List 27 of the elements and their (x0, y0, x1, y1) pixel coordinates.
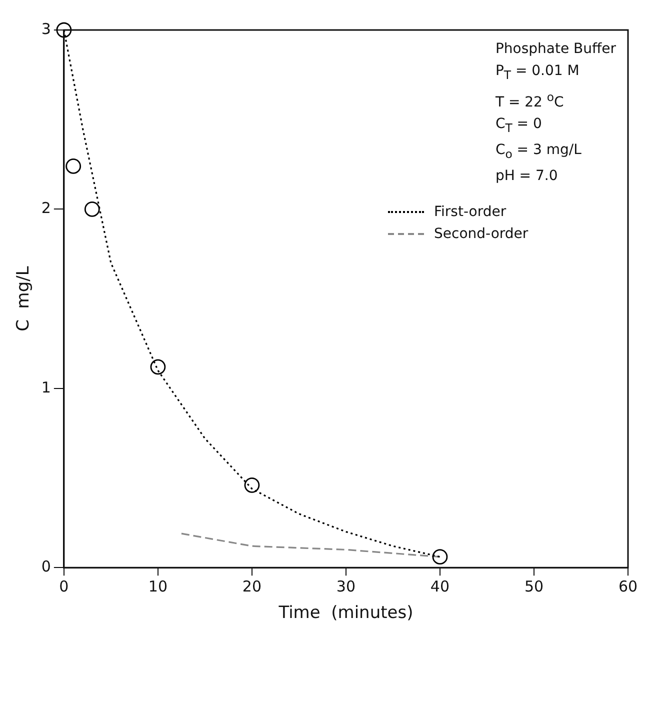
y-tick-label: 0 (41, 557, 51, 576)
point (56, 22, 72, 38)
annotation: Phosphate Buffer (495, 40, 616, 59)
point (150, 359, 166, 375)
point (432, 549, 448, 565)
annotation: pH = 7.0 (495, 167, 559, 186)
point (84, 202, 100, 217)
x-tick-label: 60 (618, 577, 638, 596)
annotation: T = 22 $^{o}$C (495, 88, 565, 112)
y-tick-label: 3 (41, 20, 51, 38)
point (66, 158, 82, 174)
y-axis-title: C mg/L (14, 266, 34, 332)
x-tick-label: 10 (148, 577, 168, 596)
x-tick-label: 20 (242, 577, 262, 596)
x-tick-label: 30 (336, 577, 356, 596)
point (244, 477, 260, 493)
x-tick-label: 0 (59, 577, 69, 596)
y-tick-label: 1 (41, 378, 51, 396)
annotation: P$_{T}$ = 0.01 M (495, 62, 580, 84)
x-axis-title: Time (minutes) (278, 603, 414, 624)
x-tick-label: 40 (430, 577, 450, 596)
x-tick-label: 50 (524, 577, 544, 596)
legend-label: Second-order (434, 225, 528, 244)
annotation: C$_{T}$ = 0 (495, 115, 543, 138)
legend-label: First-order (434, 203, 506, 222)
y-tick-label: 2 (41, 199, 51, 218)
annotation: C$_{o}$ = 3 mg/L (495, 141, 582, 164)
